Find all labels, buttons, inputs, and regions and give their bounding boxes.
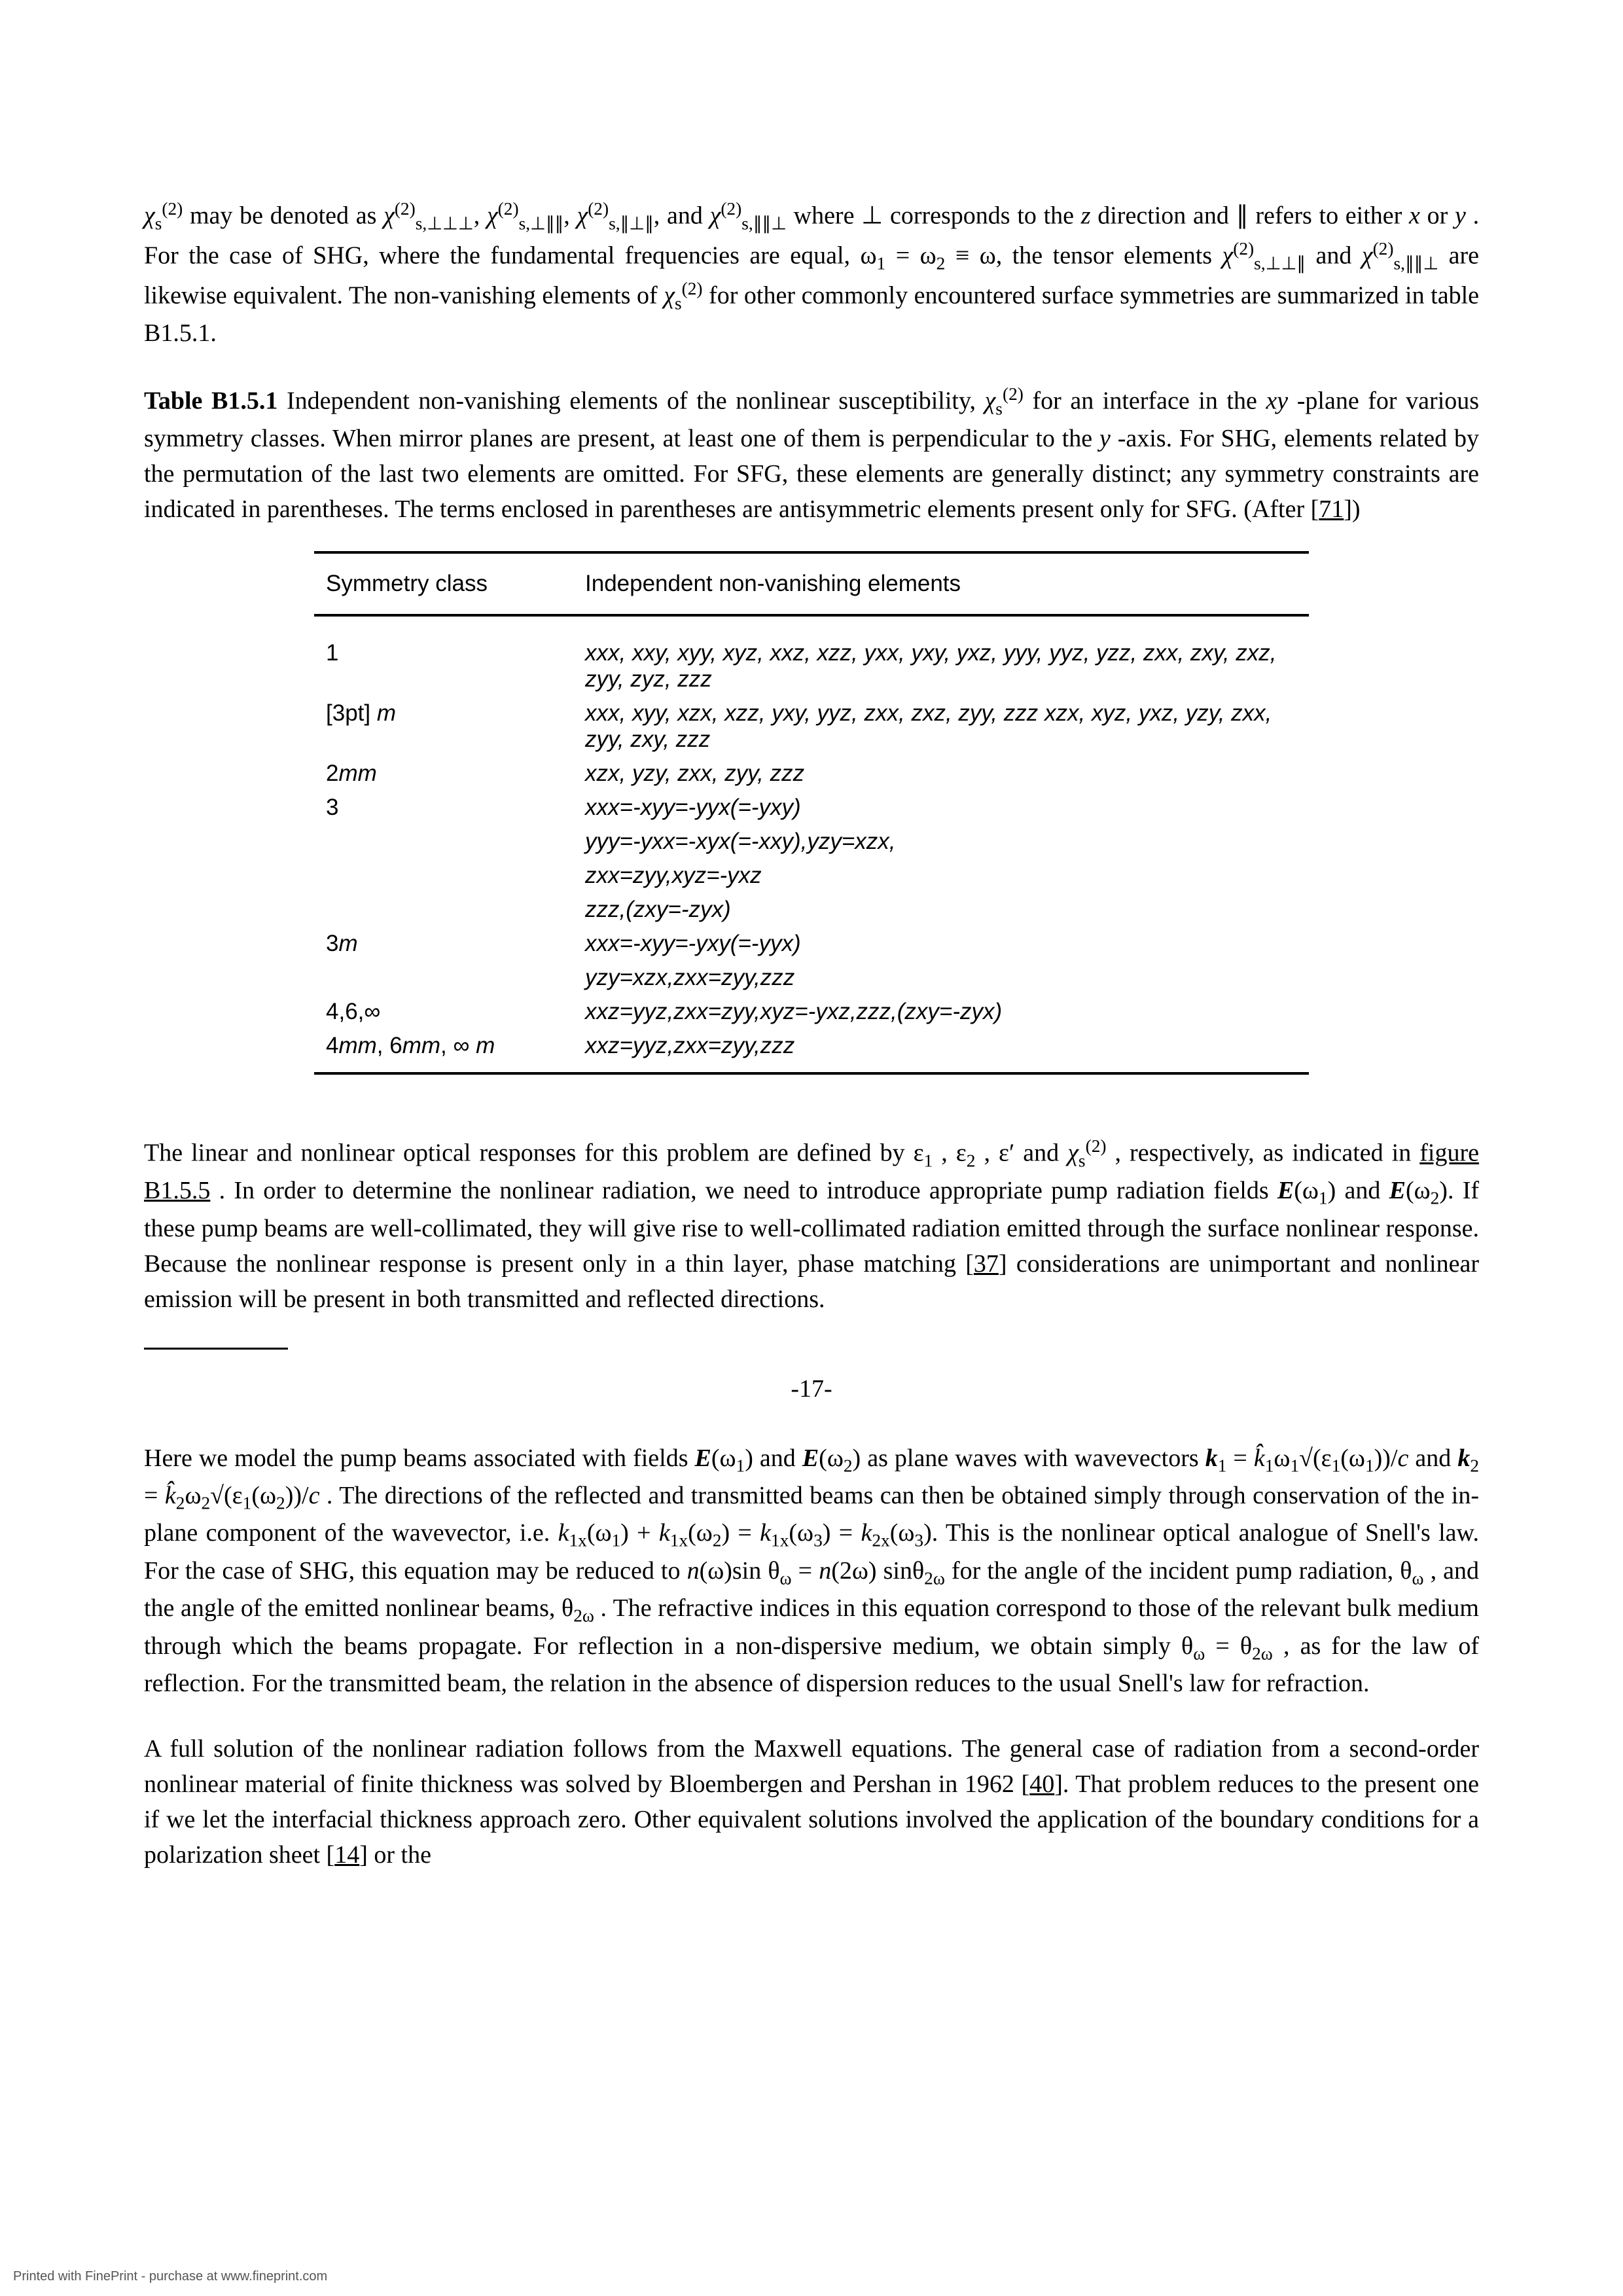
table-row: 3xxx=-xyy=-yyx(=-yxy)	[314, 791, 1309, 825]
cell-symmetry	[314, 961, 573, 995]
table-row: [3pt] mxxx, xyy, xzx, xzz, yxy, yyz, zxx…	[314, 696, 1309, 757]
cell-elements: xzx, yzy, zxx, zyy, zzz	[573, 757, 1309, 791]
table-row: 4,6,∞xxz=yyz,zxx=zyy,xyz=-yxz,zzz,(zxy=-…	[314, 995, 1309, 1029]
ref-40[interactable]: 40	[1029, 1770, 1054, 1798]
cell-elements: xxx=-xyy=-yyx(=-yxy)	[573, 791, 1309, 825]
ref-14[interactable]: 14	[334, 1841, 359, 1869]
cell-symmetry: 3m	[314, 927, 573, 961]
cell-elements: xxx, xyy, xzx, xzz, yxy, yyz, zxx, zxz, …	[573, 696, 1309, 757]
text: may be denoted as	[190, 202, 383, 230]
cell-symmetry: 3	[314, 791, 573, 825]
cell-elements: xxz=yyz,zxx=zyy,xyz=-yxz,zzz,(zxy=-zyx)	[573, 995, 1309, 1029]
cell-elements: yzy=xzx,zxx=zyy,zzz	[573, 961, 1309, 995]
cell-symmetry	[314, 825, 573, 859]
table-row: 4mm, 6mm, ∞ mxxz=yyz,zxx=zyy,zzz	[314, 1029, 1309, 1073]
cell-symmetry: 1	[314, 615, 573, 696]
table-row: yzy=xzx,zxx=zyy,zzz	[314, 961, 1309, 995]
paragraph-top: χs(2) may be denoted as χ(2)s,⊥⊥⊥, χ(2)s…	[144, 196, 1479, 351]
cell-elements: xxx, xxy, xyy, xyz, xxz, xzz, yxx, yxy, …	[573, 615, 1309, 696]
cell-symmetry: 4,6,∞	[314, 995, 573, 1029]
cell-elements: zxx=zyy,xyz=-yxz	[573, 859, 1309, 893]
cell-symmetry	[314, 893, 573, 927]
symmetry-table: Symmetry class Independent non-vanishing…	[314, 551, 1309, 1075]
table-row: zzz,(zxy=-zyx)	[314, 893, 1309, 927]
table-row: 3mxxx=-xyy=-yxy(=-yyx)	[314, 927, 1309, 961]
col-header-symmetry: Symmetry class	[314, 552, 573, 615]
cell-symmetry: [3pt] m	[314, 696, 573, 757]
paragraph-middle: The linear and nonlinear optical respons…	[144, 1134, 1479, 1317]
paragraph-waves: Here we model the pump beams associated …	[144, 1441, 1479, 1702]
table-row: 1xxx, xxy, xyy, xyz, xxz, xzz, yxx, yxy,…	[314, 615, 1309, 696]
col-header-elements: Independent non-vanishing elements	[573, 552, 1309, 615]
footer-text: Printed with FinePrint - purchase at www…	[13, 2269, 327, 2284]
table-row: zxx=zyy,xyz=-yxz	[314, 859, 1309, 893]
table-caption: Table B1.5.1 Independent non-vanishing e…	[144, 382, 1479, 528]
paragraph-maxwell: A full solution of the nonlinear radiati…	[144, 1732, 1479, 1873]
page-number: -17-	[144, 1374, 1479, 1403]
chi-symbol: χ	[144, 202, 155, 230]
divider	[144, 1348, 288, 1350]
table-row: 2mmxzx, yzy, zxx, zyy, zzz	[314, 757, 1309, 791]
cell-elements: xxx=-xyy=-yxy(=-yyx)	[573, 927, 1309, 961]
page: χs(2) may be denoted as χ(2)s,⊥⊥⊥, χ(2)s…	[0, 0, 1623, 2296]
cell-elements: yyy=-yxx=-xyx(=-xxy),yzy=xzx,	[573, 825, 1309, 859]
cell-symmetry: 2mm	[314, 757, 573, 791]
cell-symmetry: 4mm, 6mm, ∞ m	[314, 1029, 573, 1073]
ref-37[interactable]: 37	[974, 1250, 999, 1278]
caption-label: Table B1.5.1	[144, 387, 277, 415]
cell-symmetry	[314, 859, 573, 893]
table-row: yyy=-yxx=-xyx(=-xxy),yzy=xzx,	[314, 825, 1309, 859]
table-wrap: Symmetry class Independent non-vanishing…	[314, 551, 1309, 1075]
cell-elements: xxz=yyz,zxx=zyy,zzz	[573, 1029, 1309, 1073]
ref-71[interactable]: 71	[1319, 495, 1344, 523]
cell-elements: zzz,(zxy=-zyx)	[573, 893, 1309, 927]
